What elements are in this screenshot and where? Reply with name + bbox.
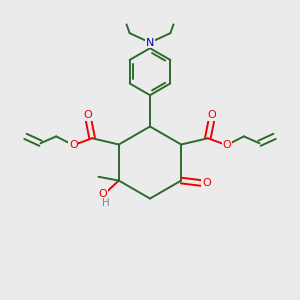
Text: O: O [202,178,211,188]
Text: N: N [146,38,154,48]
Text: O: O [69,140,78,149]
Text: O: O [99,189,107,199]
Text: H: H [102,198,110,208]
Text: O: O [222,140,231,149]
Text: O: O [84,110,92,120]
Text: O: O [208,110,216,120]
